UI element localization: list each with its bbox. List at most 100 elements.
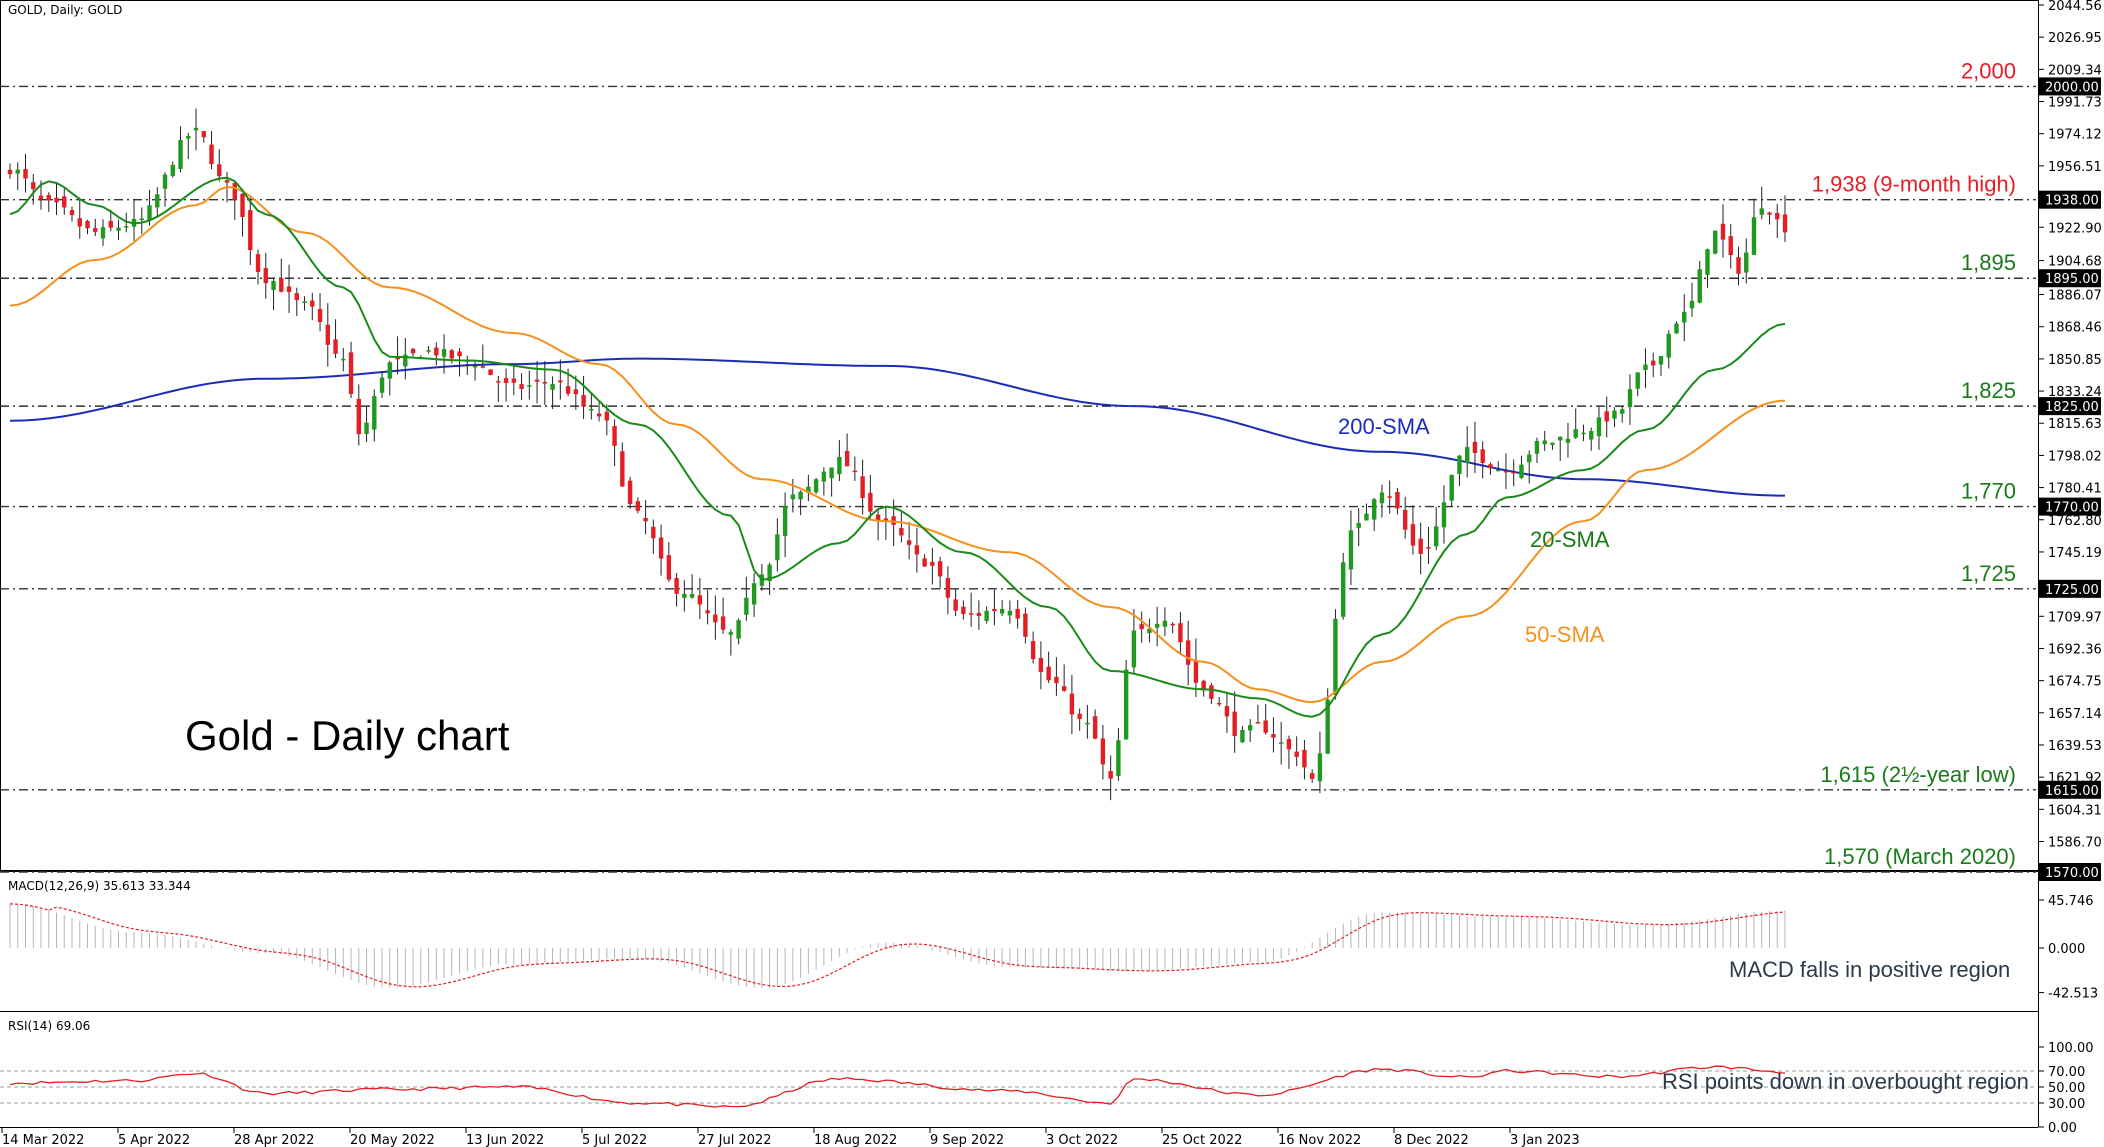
candle <box>1674 321 1679 334</box>
candle <box>1558 436 1563 461</box>
candle-body <box>372 396 377 430</box>
candle <box>271 278 276 311</box>
candle-body <box>31 182 36 190</box>
candle <box>480 344 486 369</box>
level-box-label: 1895.00 <box>2045 272 2099 287</box>
candle-body <box>674 577 679 594</box>
sma20-label: 20-SMA <box>1530 527 1610 552</box>
candle-body <box>100 227 106 239</box>
candle-body <box>992 608 997 612</box>
candle-body <box>1736 257 1741 274</box>
candle-body <box>1263 720 1268 733</box>
level-box-label: 2000.00 <box>2045 80 2099 95</box>
candle <box>403 337 408 380</box>
candle-body <box>1077 713 1082 720</box>
candle-body <box>1054 676 1059 684</box>
level-label: 1,770 <box>1961 479 2016 504</box>
candle <box>682 580 687 612</box>
candle-body <box>1123 669 1129 740</box>
candle-body <box>511 378 517 383</box>
candle <box>1092 709 1098 740</box>
candle <box>441 334 447 374</box>
candle <box>1317 731 1323 794</box>
candle <box>1751 198 1757 256</box>
candle <box>1193 638 1199 697</box>
price-tick-label: 2009.34 <box>2048 63 2102 78</box>
candle <box>69 206 75 222</box>
candle <box>1154 606 1160 647</box>
candle-body <box>1309 773 1315 779</box>
candle-body <box>589 408 594 411</box>
candle-body <box>317 309 323 323</box>
price-tick-label: 1762.80 <box>2048 514 2102 529</box>
date-tick-label: 20 May 2022 <box>350 1133 435 1147</box>
candle-body <box>1767 212 1772 215</box>
chart-title: Gold - Daily chart <box>185 712 510 759</box>
candle <box>1178 612 1183 655</box>
candle <box>170 161 175 178</box>
level-box <box>2039 497 2101 516</box>
candle-body <box>310 300 315 307</box>
candle-body <box>1379 492 1385 504</box>
candle <box>1658 355 1664 376</box>
candle-body <box>527 385 532 387</box>
candle <box>558 359 563 400</box>
rsi-tick-label: 50.00 <box>2048 1081 2085 1096</box>
candle <box>883 507 889 540</box>
candle-body <box>1395 491 1400 509</box>
candle-body <box>116 227 121 231</box>
candle <box>697 577 703 619</box>
candle-body <box>1333 618 1338 695</box>
candle <box>364 406 369 442</box>
candle-body <box>1604 411 1609 422</box>
candle-body <box>1550 442 1555 445</box>
macd-tick-label: -42.513 <box>2048 987 2098 1002</box>
candle <box>922 554 927 567</box>
rsi-note: RSI points down in overbought region <box>1662 1069 2029 1094</box>
candle-body <box>1441 502 1447 528</box>
candle <box>1713 230 1718 255</box>
candle <box>1278 721 1284 765</box>
candle <box>666 542 672 582</box>
candle-body <box>1271 734 1276 738</box>
candle-body <box>581 395 586 407</box>
candle <box>116 219 121 241</box>
candle-body <box>922 558 927 567</box>
candle-body <box>69 209 75 216</box>
candle <box>1061 664 1067 692</box>
candle-body <box>1116 740 1121 777</box>
date-tick-label: 27 Jul 2022 <box>698 1133 772 1147</box>
candle <box>620 442 625 487</box>
candle <box>255 249 261 285</box>
candle-body <box>1085 722 1090 725</box>
symbol-label: GOLD, Daily: GOLD <box>8 3 122 17</box>
candle-body <box>1465 447 1470 463</box>
level-box <box>2039 269 2101 288</box>
candle <box>1441 485 1447 544</box>
candle-body <box>1457 455 1462 474</box>
candle-body <box>15 169 20 174</box>
candle <box>317 293 323 332</box>
candle <box>705 590 710 625</box>
candle-body <box>441 349 447 357</box>
candle <box>1108 755 1113 801</box>
candle-body <box>1015 608 1020 619</box>
price-tick-label: 1886.07 <box>2048 289 2102 304</box>
candle <box>1185 620 1191 686</box>
candle <box>999 600 1005 617</box>
candle-body <box>240 193 245 217</box>
date-tick-label: 13 Jun 2022 <box>466 1133 544 1147</box>
candle-body <box>1651 360 1656 366</box>
candle <box>1131 609 1137 675</box>
macd-tick-label: 0.000 <box>2048 942 2085 957</box>
candle <box>976 600 982 630</box>
candle <box>1139 611 1144 643</box>
candle <box>953 588 958 617</box>
candle-body <box>852 470 858 473</box>
level-box-label: 1725.00 <box>2045 583 2099 598</box>
candle-body <box>1480 449 1485 463</box>
candle-body <box>1759 208 1764 215</box>
candle <box>821 467 827 496</box>
candle-body <box>248 210 253 251</box>
candle-body <box>496 381 501 383</box>
